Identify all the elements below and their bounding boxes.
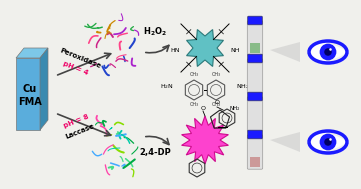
Text: CH₃: CH₃ — [190, 102, 199, 108]
Text: CH₃: CH₃ — [212, 73, 221, 77]
FancyBboxPatch shape — [247, 59, 263, 93]
Circle shape — [324, 138, 332, 146]
Bar — [250, 157, 260, 167]
Text: $\rm NH_2$: $\rm NH_2$ — [236, 83, 250, 91]
Text: O: O — [200, 105, 205, 111]
Text: pH = 4: pH = 4 — [62, 60, 90, 76]
Text: NH: NH — [230, 47, 240, 53]
Circle shape — [329, 138, 332, 141]
FancyBboxPatch shape — [248, 130, 262, 139]
Circle shape — [324, 48, 332, 56]
Polygon shape — [309, 134, 347, 150]
Polygon shape — [16, 58, 40, 130]
Text: FMA: FMA — [18, 97, 42, 107]
Polygon shape — [40, 48, 48, 130]
FancyBboxPatch shape — [248, 54, 262, 63]
FancyBboxPatch shape — [247, 21, 263, 55]
Text: pH = 8: pH = 8 — [62, 113, 90, 129]
Text: $\mathbf{H_2O_2}$: $\mathbf{H_2O_2}$ — [143, 26, 167, 39]
Polygon shape — [187, 29, 223, 67]
Circle shape — [329, 48, 332, 51]
Text: 2,4-DP: 2,4-DP — [139, 148, 171, 157]
Text: NH₂: NH₂ — [230, 105, 240, 111]
Text: Peroxidase: Peroxidase — [58, 47, 101, 69]
Text: $\rm H_2N$: $\rm H_2N$ — [160, 83, 174, 91]
Polygon shape — [16, 48, 48, 58]
Polygon shape — [182, 116, 229, 164]
Text: CH₃: CH₃ — [190, 73, 199, 77]
FancyBboxPatch shape — [248, 92, 262, 101]
FancyBboxPatch shape — [247, 135, 263, 169]
Text: Cu: Cu — [23, 84, 37, 94]
Polygon shape — [309, 43, 347, 60]
Text: CH₃: CH₃ — [212, 102, 221, 108]
Polygon shape — [270, 132, 300, 152]
FancyBboxPatch shape — [247, 97, 263, 131]
Text: Laccase: Laccase — [65, 122, 95, 139]
Circle shape — [319, 134, 336, 150]
Polygon shape — [270, 42, 300, 62]
Circle shape — [319, 44, 336, 60]
FancyBboxPatch shape — [248, 16, 262, 25]
Bar — [250, 43, 260, 53]
Text: HN: HN — [170, 47, 180, 53]
Text: O: O — [214, 101, 219, 105]
